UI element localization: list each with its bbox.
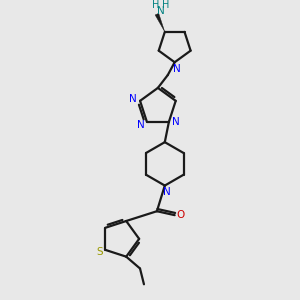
Text: N: N (157, 6, 165, 16)
Text: N: N (163, 188, 171, 197)
Text: O: O (176, 210, 185, 220)
Text: N: N (172, 117, 180, 127)
Text: N: N (173, 64, 181, 74)
Text: S: S (96, 247, 103, 257)
Polygon shape (155, 13, 165, 32)
Text: N: N (137, 120, 145, 130)
Text: N: N (129, 94, 137, 104)
Text: H: H (162, 0, 169, 10)
Text: H: H (152, 0, 160, 10)
